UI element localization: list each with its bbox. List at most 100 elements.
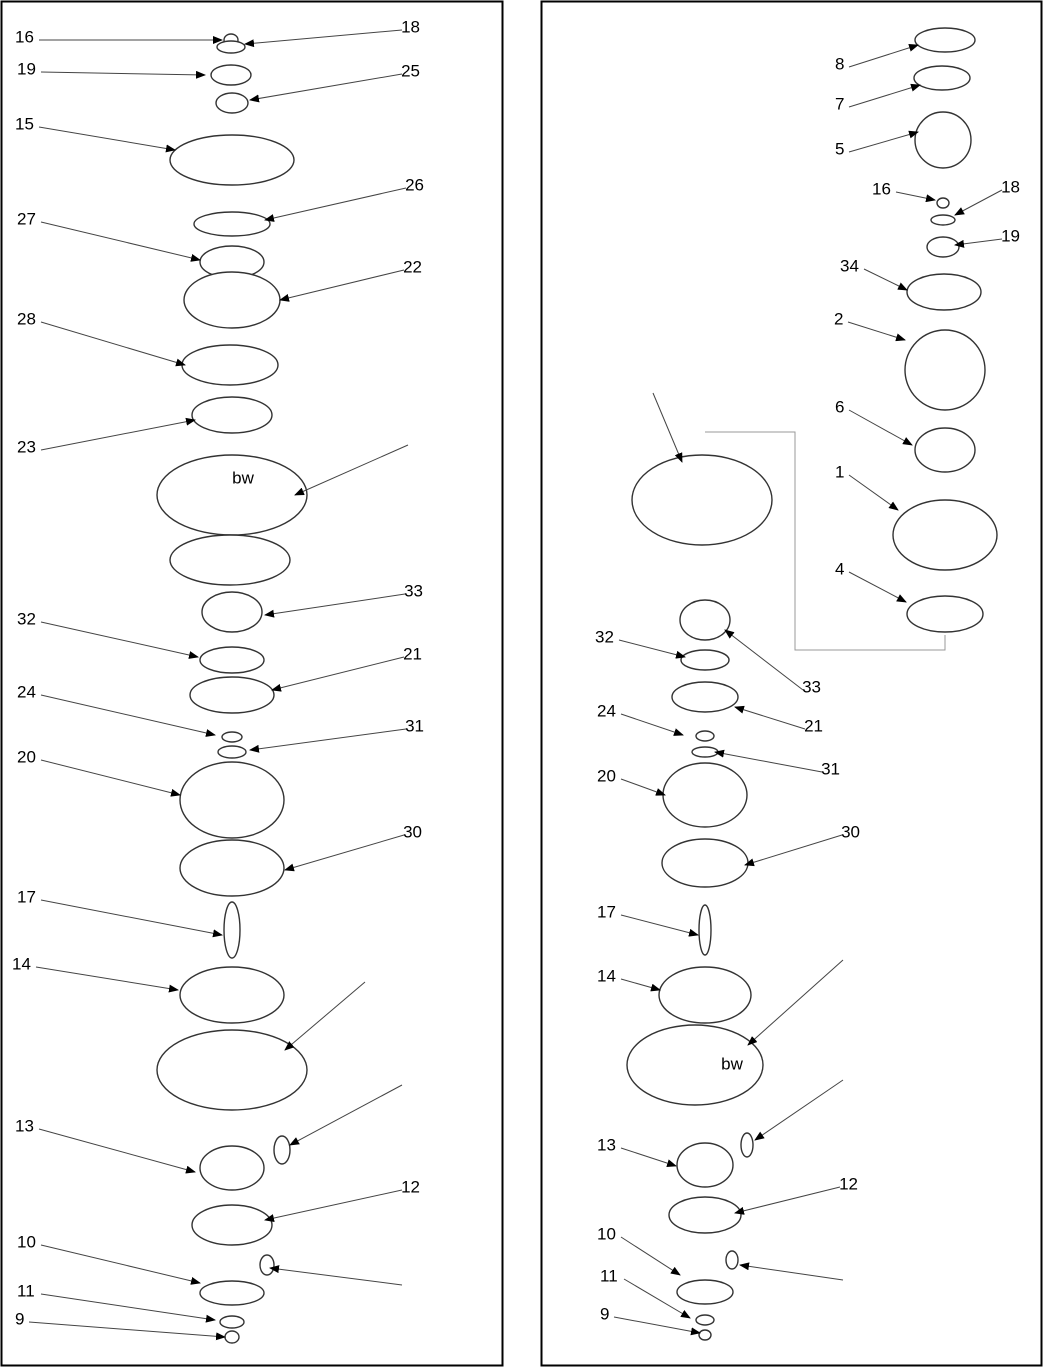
part xyxy=(662,762,748,828)
part-label: 7 xyxy=(835,94,844,113)
leader-line xyxy=(289,1084,403,1146)
part-label: 26 xyxy=(405,175,424,194)
leader-line xyxy=(38,1128,196,1174)
part-label: 30 xyxy=(841,822,860,841)
part-label: 12 xyxy=(401,1177,420,1196)
part xyxy=(183,271,281,329)
leader-line xyxy=(863,268,908,291)
part-label: 32 xyxy=(17,609,36,628)
leader-line xyxy=(620,778,666,796)
part-label: 20 xyxy=(17,747,36,766)
part-label: 19 xyxy=(1001,226,1020,245)
leader-line xyxy=(40,70,206,79)
leader-line xyxy=(40,1293,216,1323)
part xyxy=(695,730,715,742)
part xyxy=(169,534,291,586)
part xyxy=(668,1196,742,1234)
leader-line xyxy=(618,639,686,659)
part-label: 16 xyxy=(15,27,34,46)
part xyxy=(913,65,971,91)
leader-line xyxy=(954,189,1003,216)
leader-line xyxy=(284,834,405,872)
leader-line xyxy=(40,899,223,938)
part xyxy=(676,1279,734,1305)
leader-line xyxy=(739,1262,844,1281)
part xyxy=(671,681,739,713)
part xyxy=(695,1314,715,1326)
leader-line xyxy=(620,1236,681,1276)
part-label: 14 xyxy=(597,966,616,985)
part xyxy=(199,646,265,674)
leader-line xyxy=(279,269,405,302)
part-label: 17 xyxy=(597,902,616,921)
part-label: 5 xyxy=(835,139,844,158)
leader-line xyxy=(848,571,907,603)
leader-line xyxy=(754,1079,844,1141)
part xyxy=(179,839,285,897)
right-panel xyxy=(540,0,1043,1367)
part xyxy=(273,1135,291,1165)
part-label: 6 xyxy=(835,397,844,416)
leader-line xyxy=(652,392,683,463)
leader-line xyxy=(744,834,843,867)
leader-line xyxy=(848,43,919,68)
part-label: 31 xyxy=(821,759,840,778)
part xyxy=(201,591,263,633)
leader-line xyxy=(848,83,921,108)
part xyxy=(631,454,773,546)
leader-line xyxy=(40,694,216,737)
leader-line xyxy=(40,221,201,262)
leader-line xyxy=(724,629,804,691)
part-label: 10 xyxy=(17,1232,36,1251)
part-label: 17 xyxy=(17,887,36,906)
leader-line xyxy=(28,1321,226,1341)
leader-line xyxy=(620,1147,677,1168)
part xyxy=(219,1315,245,1329)
part xyxy=(914,27,976,53)
part xyxy=(626,1024,764,1106)
part xyxy=(661,838,749,888)
part-label: 9 xyxy=(600,1304,609,1323)
part xyxy=(156,1029,308,1111)
part-label: 13 xyxy=(15,1116,34,1135)
part-label: 19 xyxy=(17,59,36,78)
part xyxy=(936,197,950,209)
part xyxy=(199,1280,265,1306)
leader-line xyxy=(734,1186,841,1215)
part xyxy=(658,966,752,1024)
leader-line xyxy=(40,759,181,797)
part-label: 24 xyxy=(597,701,616,720)
leader-line xyxy=(848,409,913,446)
part-label: 32 xyxy=(595,627,614,646)
part-label: 23 xyxy=(17,437,36,456)
part-label: 1 xyxy=(835,462,844,481)
part xyxy=(169,134,295,186)
part xyxy=(725,1250,739,1270)
part xyxy=(698,1329,712,1341)
leader-line xyxy=(40,321,186,367)
leader-line xyxy=(271,656,405,692)
part-label: 21 xyxy=(804,716,823,735)
part-label: 11 xyxy=(600,1266,618,1285)
part-label: 4 xyxy=(835,559,844,578)
leader-line xyxy=(620,713,684,736)
bw-mark: bw xyxy=(232,468,254,487)
leader-line xyxy=(848,130,919,153)
part xyxy=(906,595,984,633)
part xyxy=(740,1132,754,1158)
part xyxy=(904,329,986,411)
leader-line xyxy=(620,914,699,937)
leader-line xyxy=(847,321,906,342)
part-label: 12 xyxy=(839,1174,858,1193)
part-label: 16 xyxy=(872,179,891,198)
part-label: 15 xyxy=(15,114,34,133)
part xyxy=(156,454,308,536)
leader-line xyxy=(954,238,1003,248)
part xyxy=(224,1330,240,1344)
leader-line xyxy=(40,417,196,451)
part xyxy=(191,1204,273,1246)
part xyxy=(210,64,252,86)
part xyxy=(189,676,275,714)
leader-line xyxy=(264,593,406,618)
